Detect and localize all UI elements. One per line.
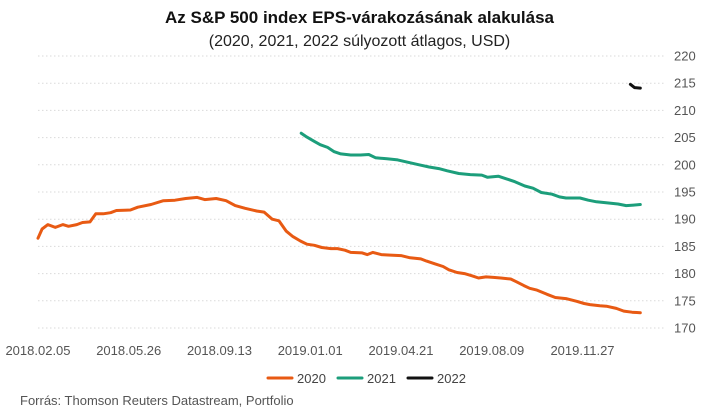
x-tick-label: 2018.09.13	[187, 343, 252, 358]
legend-label-2021: 2021	[367, 371, 396, 386]
legend: 2020 2021 2022	[266, 371, 466, 386]
grid-lines	[38, 55, 665, 329]
y-tick-label: 210	[674, 103, 696, 118]
y-tick-label: 170	[674, 321, 696, 336]
series-lines	[36, 82, 642, 315]
y-tick-label: 215	[674, 76, 696, 91]
x-tick-label: 2019.11.27	[550, 343, 614, 358]
series-line-2021	[299, 131, 642, 208]
y-tick-label: 200	[674, 157, 696, 172]
series-line-2020	[36, 195, 642, 315]
x-axis-ticks: 2018.02.05 2018.05.26 2018.09.13 2019.01.01…	[5, 343, 614, 358]
x-tick-label: 2018.02.05	[5, 343, 70, 358]
chart-title: Az S&P 500 index EPS-várakozásának alaku…	[164, 8, 555, 27]
series-line-2022	[628, 82, 642, 90]
legend-label-2022: 2022	[437, 371, 466, 386]
y-tick-label: 180	[674, 266, 696, 281]
line-chart: 170 175 180 185 190 195 200 205 210 215 220 2018.0…	[5, 49, 696, 387]
y-tick-label: 205	[674, 130, 696, 145]
x-tick-label: 2019.04.21	[368, 343, 433, 358]
y-axis-ticks: 170 175 180 185 190 195 200 205 210 215 220	[674, 49, 696, 336]
x-tick-label: 2018.05.26	[96, 343, 161, 358]
legend-label-2020: 2020	[297, 371, 326, 386]
y-tick-label: 195	[674, 185, 696, 200]
y-tick-label: 190	[674, 212, 696, 227]
x-tick-label: 2019.01.01	[278, 343, 343, 358]
y-tick-label: 175	[674, 293, 696, 308]
chart-subtitle: (2020, 2021, 2022 súlyozott átlagos, USD…	[208, 33, 511, 50]
y-tick-label: 220	[674, 49, 696, 64]
source-note: Forrás: Thomson Reuters Datastream, Port…	[20, 393, 294, 408]
y-tick-label: 185	[674, 239, 696, 254]
x-tick-label: 2019.08.09	[459, 343, 524, 358]
